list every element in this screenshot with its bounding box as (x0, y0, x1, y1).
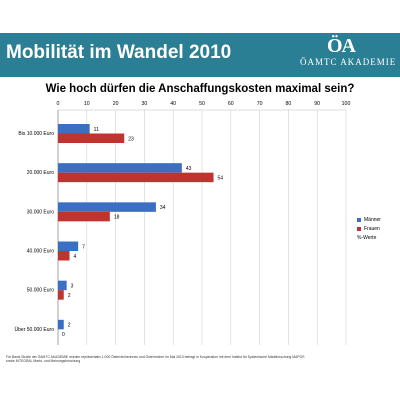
bar-frauen (58, 251, 70, 261)
bar-frauen (58, 172, 214, 183)
bar-maenner (58, 124, 90, 134)
data-label: 3 (71, 283, 74, 289)
x-tick-label: 0 (57, 101, 60, 107)
bar-maenner (58, 280, 67, 291)
x-tick-label: 80 (286, 101, 292, 107)
data-label: 4 (74, 254, 77, 260)
legend-item-maenner: Männer (357, 215, 381, 224)
bar-maenner (58, 319, 64, 330)
legend-item-werte: %-Werte (357, 233, 381, 242)
data-label: 7 (82, 244, 85, 250)
x-tick-label: 10 (84, 101, 90, 107)
legend-swatch-maenner (357, 217, 361, 222)
data-label: 11 (94, 127, 99, 133)
x-tick-label: 20 (113, 101, 119, 107)
oeamtc-logo-icon: ÖA (327, 35, 356, 57)
category-label: Bis 10.000 Euro (18, 131, 54, 137)
x-tick-label: 50 (199, 101, 205, 107)
data-label: 43 (186, 166, 192, 172)
legend-swatch-frauen (357, 226, 361, 231)
x-tick-label: 70 (257, 101, 263, 107)
chart-title: Wie hoch dürfen die Anschaffungskosten m… (45, 83, 355, 95)
bar-maenner (58, 163, 182, 173)
x-tick-label: 30 (142, 101, 148, 107)
bar-maenner (58, 202, 156, 212)
data-label: 34 (160, 205, 166, 211)
bar-frauen (58, 211, 110, 222)
bar-frauen (58, 133, 125, 143)
data-label: 2 (68, 323, 71, 329)
category-label: 50.000 Euro (27, 288, 54, 294)
logo-wordmark: ÖAMTC AKADEMIE (300, 57, 397, 67)
data-label: 18 (114, 215, 120, 221)
bar-frauen (58, 290, 64, 300)
data-label: 0 (62, 332, 65, 338)
category-label: 20.000 Euro (27, 170, 54, 176)
x-tick-label: 60 (228, 101, 234, 107)
legend-item-frauen: Frauen (357, 224, 381, 233)
header-banner: Mobilität im Wandel 2010 ÖA ÖAMTC AKADEM… (0, 33, 400, 77)
x-tick-label: 90 (314, 101, 320, 107)
category-label: 40.000 Euro (27, 249, 54, 255)
category-label: Über 50.000 Euro (15, 326, 55, 333)
data-label: 54 (218, 175, 224, 181)
legend-label-frauen: Frauen (364, 225, 380, 232)
data-label: 23 (128, 136, 134, 142)
legend-label-werte: %-Werte (357, 234, 377, 241)
chart-legend: Männer Frauen %-Werte (357, 215, 381, 242)
bar-maenner (58, 241, 79, 251)
footnote: Für Basis Studie der ÖAMTC AKADEMIE wurd… (6, 355, 305, 364)
data-label: 2 (68, 293, 71, 299)
page-title: Mobilität im Wandel 2010 (6, 42, 232, 63)
category-label: 30.000 Euro (27, 209, 54, 215)
x-tick-label: 40 (170, 101, 176, 107)
x-tick-label: 100 (342, 101, 351, 107)
legend-label-maenner: Männer (364, 216, 381, 223)
